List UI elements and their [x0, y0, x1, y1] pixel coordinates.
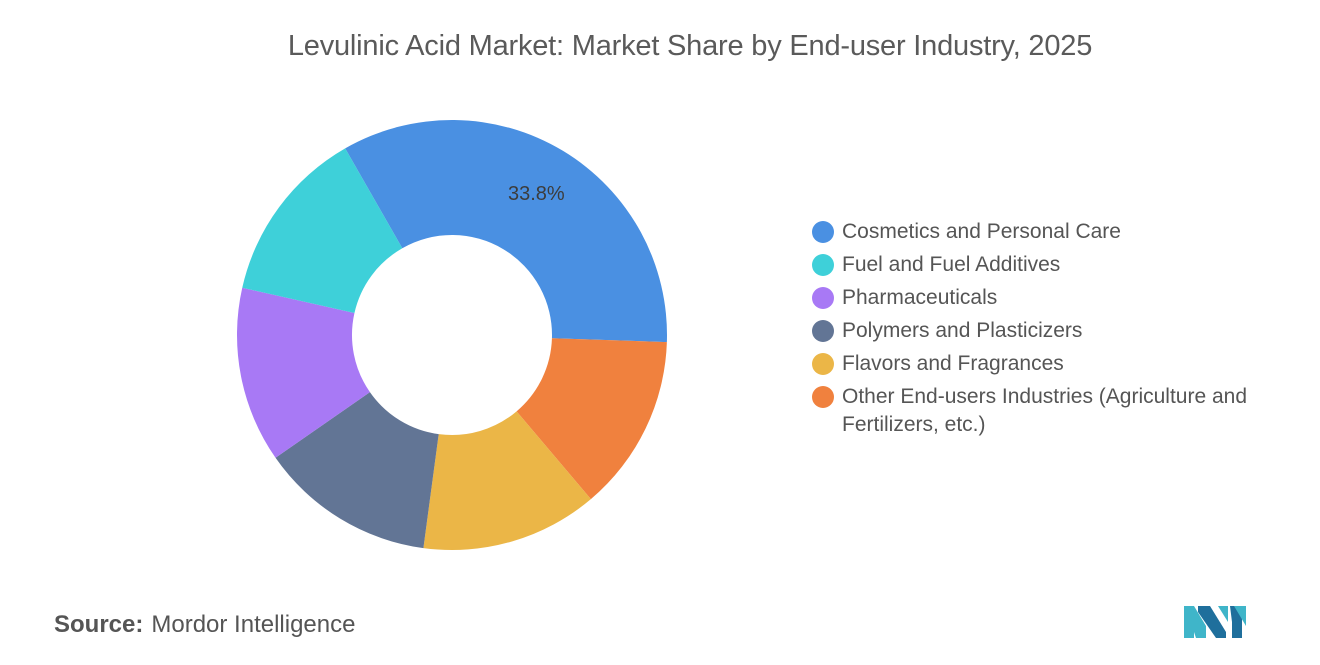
chart-legend: Cosmetics and Personal Care Fuel and Fuel… [812, 218, 1282, 444]
legend-item-flavors-and-fragrances: Flavors and Fragrances [812, 350, 1282, 378]
legend-item-pharmaceuticals: Pharmaceuticals [812, 284, 1282, 312]
legend-item-cosmetics-and-personal-care: Cosmetics and Personal Care [812, 218, 1282, 246]
donut-chart: 33.8% [236, 120, 667, 550]
legend-item-other-end-users-industries-agriculture-and-fertilizers-etc: Other End-users Industries (Agriculture … [812, 383, 1282, 439]
data-labels: 33.8% [508, 183, 565, 205]
legend-item-polymers-and-plasticizers: Polymers and Plasticizers [812, 317, 1282, 345]
legend-label: Other End-users Industries (Agriculture … [842, 385, 1248, 436]
data-label-cosmetics-and-personal-care: 33.8% [508, 183, 565, 205]
donut-slices [236, 120, 667, 550]
slice-polymers-and-plasticizers [275, 392, 439, 549]
legend-label: Polymers and Plasticizers [842, 319, 1083, 342]
legend-label: Pharmaceuticals [842, 286, 998, 309]
legend-label: Fuel and Fuel Additives [842, 253, 1061, 276]
slice-other-end-users-industries-agriculture-and-fertilizers-etc [516, 338, 667, 500]
slice-fuel-and-fuel-additives [242, 148, 403, 314]
source-text: Mordor Intelligence [151, 611, 356, 638]
legend-swatch [812, 254, 834, 276]
mordor-intelligence-logo-icon [1184, 606, 1246, 638]
legend-swatch [812, 320, 834, 342]
slice-cosmetics-and-personal-care [345, 120, 667, 343]
legend-swatch [812, 221, 834, 243]
chart-title: Levulinic Acid Market: Market Share by E… [287, 30, 1093, 62]
source-label: Source: [54, 611, 144, 638]
slice-pharmaceuticals [236, 287, 370, 458]
legend-swatch [812, 287, 834, 309]
legend-label: Cosmetics and Personal Care [842, 220, 1121, 243]
legend-item-fuel-and-fuel-additives: Fuel and Fuel Additives [812, 251, 1282, 279]
source-note: Source: Mordor Intelligence [54, 611, 355, 639]
legend-swatch [812, 353, 834, 375]
slice-flavors-and-fragrances [423, 411, 591, 550]
legend-label: Flavors and Fragrances [842, 352, 1064, 375]
legend-swatch [812, 386, 834, 408]
